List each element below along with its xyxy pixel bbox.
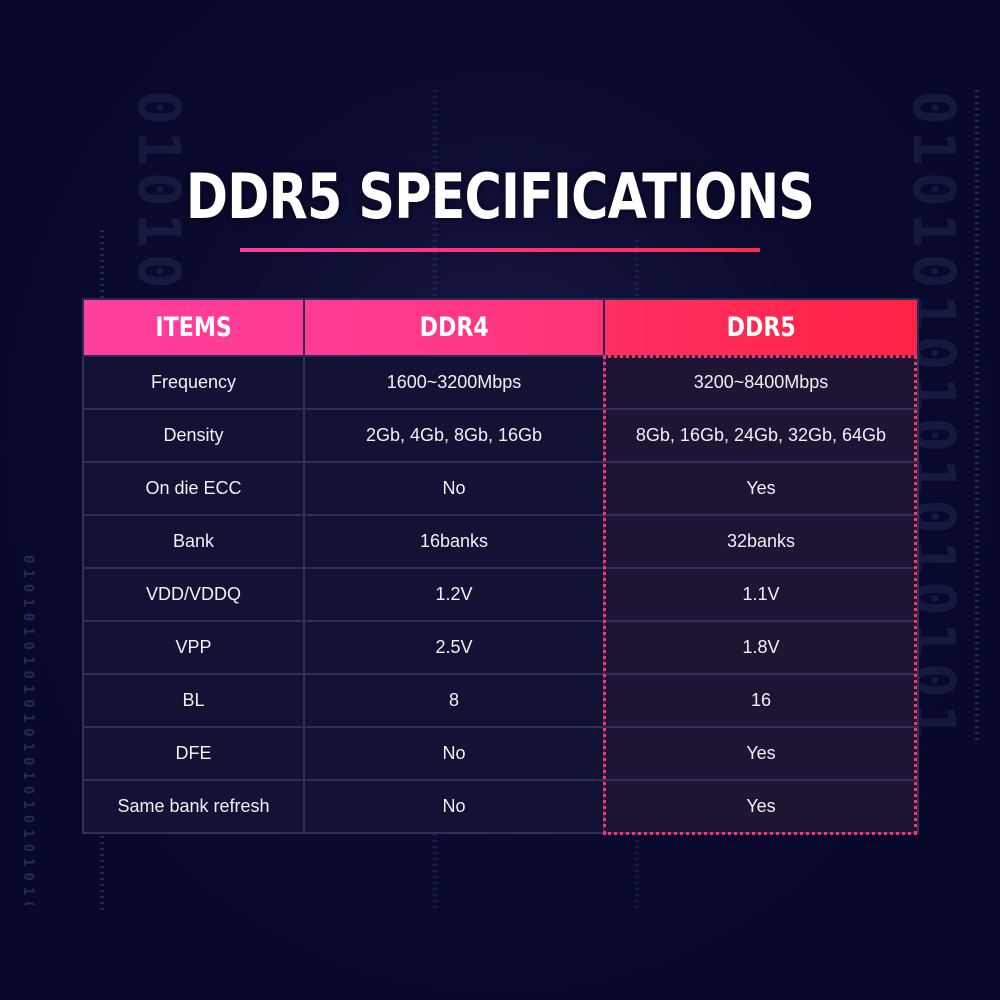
table-row: Same bank refresh No Yes (82, 779, 919, 834)
column-header-items: ITEMS (82, 298, 305, 357)
column-header-ddr4: DDR4 (303, 298, 605, 357)
item-cell: Bank (82, 514, 305, 569)
table-row: On die ECC No Yes (82, 461, 919, 516)
binary-decoration-far-left: 0101010101010101010101010101 (20, 555, 36, 905)
ddr4-cell: 16banks (303, 514, 605, 569)
table-row: BL 8 16 (82, 673, 919, 728)
table-row: VDD/VDDQ 1.2V 1.1V (82, 567, 919, 622)
ddr5-cell: 3200~8400Mbps (603, 355, 919, 410)
item-cell: DFE (82, 726, 305, 781)
ddr4-cell: 1600~3200Mbps (303, 355, 605, 410)
table-row: VPP 2.5V 1.8V (82, 620, 919, 675)
table-header-row: ITEMS DDR4 DDR5 (82, 298, 919, 357)
ddr4-cell: No (303, 779, 605, 834)
ddr5-cell: Yes (603, 461, 919, 516)
item-cell: Same bank refresh (82, 779, 305, 834)
ddr5-cell: Yes (603, 779, 919, 834)
ddr4-cell: 1.2V (303, 567, 605, 622)
item-cell: Density (82, 408, 305, 463)
ddr5-cell: Yes (603, 726, 919, 781)
table-row: Density 2Gb, 4Gb, 8Gb, 16Gb 8Gb, 16Gb, 2… (82, 408, 919, 463)
ddr4-cell: No (303, 726, 605, 781)
table-row: Frequency 1600~3200Mbps 3200~8400Mbps (82, 355, 919, 410)
ddr4-cell: 2.5V (303, 620, 605, 675)
item-cell: VDD/VDDQ (82, 567, 305, 622)
page-title: DDR5 SPECIFICATIONS (185, 160, 815, 233)
table-row: DFE No Yes (82, 726, 919, 781)
ddr5-cell: 8Gb, 16Gb, 24Gb, 32Gb, 64Gb (603, 408, 919, 463)
ddr5-cell: 1.8V (603, 620, 919, 675)
table-row: Bank 16banks 32banks (82, 514, 919, 569)
item-cell: BL (82, 673, 305, 728)
ddr5-cell: 1.1V (603, 567, 919, 622)
item-cell: VPP (82, 620, 305, 675)
binary-strip (975, 90, 979, 740)
ddr5-cell: 16 (603, 673, 919, 728)
item-cell: On die ECC (82, 461, 305, 516)
ddr4-cell: No (303, 461, 605, 516)
column-header-ddr5: DDR5 (603, 298, 919, 357)
ddr5-cell: 32banks (603, 514, 919, 569)
spec-comparison-table: ITEMS DDR4 DDR5 Frequency 1600~3200Mbps … (82, 298, 919, 834)
ddr4-cell: 2Gb, 4Gb, 8Gb, 16Gb (303, 408, 605, 463)
title-underline (240, 248, 760, 252)
ddr4-cell: 8 (303, 673, 605, 728)
item-cell: Frequency (82, 355, 305, 410)
